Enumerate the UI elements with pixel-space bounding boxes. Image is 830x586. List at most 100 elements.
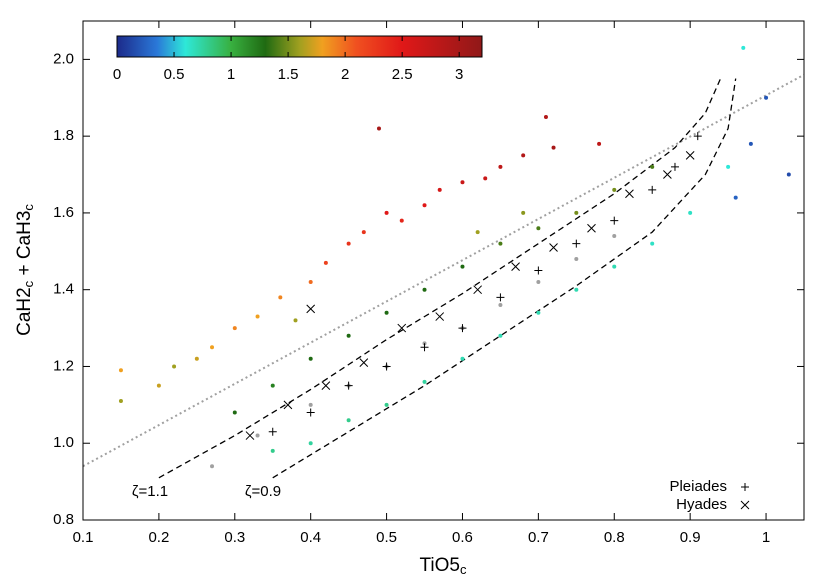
data-point (422, 203, 427, 208)
data-point (245, 431, 255, 440)
x-tick-label: 0.2 (148, 529, 169, 546)
data-point (210, 464, 215, 469)
data-point (536, 310, 541, 315)
y-tick-label: 1.4 (53, 281, 74, 298)
colorbar-tick-label: 1 (227, 66, 235, 83)
legend-marker (741, 483, 749, 491)
data-point (293, 318, 298, 323)
y-label-main: + CaH3 (14, 211, 35, 281)
data-point (597, 141, 602, 146)
x-axis-label: TiO5c (420, 555, 467, 577)
x-tick-label: 1 (762, 529, 770, 546)
data-point (460, 264, 465, 269)
data-point (534, 266, 543, 275)
y-tick-label: 2.0 (53, 50, 74, 67)
data-point (359, 358, 369, 367)
plot-frame (82, 20, 805, 521)
legend-label: Pleiades (669, 478, 727, 495)
data-point (612, 233, 617, 238)
data-point (210, 345, 215, 350)
data-point (748, 141, 753, 146)
data-point (283, 400, 293, 410)
data-point (536, 226, 541, 231)
data-point (521, 210, 526, 215)
data-point (323, 260, 328, 265)
annotation: ζ=0.9 (245, 483, 281, 500)
data-point (270, 448, 275, 453)
data-point (543, 114, 548, 119)
y-tick-label: 1.8 (53, 127, 74, 144)
annotation: ζ=1.1 (132, 483, 168, 500)
data-point (549, 243, 558, 252)
data-point (306, 408, 315, 417)
data-point (384, 402, 389, 407)
colorbar-tick-label: 3 (455, 66, 463, 83)
data-point (498, 241, 503, 246)
data-point (786, 172, 791, 177)
data-point (733, 195, 738, 200)
data-point (483, 176, 488, 181)
reference-line (83, 73, 804, 468)
data-point (572, 239, 581, 248)
data-point (498, 164, 503, 169)
data-point (420, 343, 429, 352)
data-point (306, 304, 316, 314)
data-point (384, 310, 389, 315)
colorbar (116, 35, 483, 58)
data-point (688, 210, 693, 215)
data-point (551, 145, 556, 150)
data-point (648, 185, 657, 194)
data-point (308, 356, 313, 361)
data-point (625, 189, 634, 199)
data-point (384, 210, 389, 215)
y-label-main: CaH2 (14, 287, 35, 336)
data-point (308, 402, 313, 407)
data-point (268, 427, 277, 436)
data-point (361, 230, 366, 235)
data-point (536, 280, 541, 285)
data-point (232, 410, 237, 415)
data-point (685, 150, 695, 160)
data-point (574, 256, 579, 261)
data-point (255, 433, 260, 438)
y-axis-label: CaH2c + CaH3c (14, 204, 36, 336)
x-tick-label: 0.5 (376, 529, 397, 546)
colorbar-tick-label: 2.5 (392, 66, 413, 83)
legend-label: Hyades (676, 496, 727, 513)
data-point (346, 418, 351, 423)
data-point (693, 132, 702, 141)
x-tick-label: 0.3 (224, 529, 245, 546)
data-point (663, 170, 672, 179)
y-label-subscript: c (21, 204, 36, 211)
data-point (587, 223, 596, 233)
x-label-subscript: c (460, 562, 467, 577)
data-point (399, 218, 404, 223)
data-point (308, 280, 313, 285)
data-point (346, 241, 351, 246)
colorbar-tick-label: 1.5 (278, 66, 299, 83)
y-label-subscript: c (21, 280, 36, 287)
y-tick-label: 1.2 (53, 357, 74, 374)
data-point (278, 295, 283, 300)
x-tick-label: 0.7 (528, 529, 549, 546)
data-point (344, 381, 353, 390)
data-point (764, 95, 769, 100)
data-point (437, 187, 442, 192)
data-point (308, 441, 313, 446)
data-point (670, 162, 679, 171)
data-point (521, 153, 526, 158)
data-point (574, 210, 579, 215)
data-point (194, 356, 199, 361)
data-point (460, 356, 465, 361)
data-point (435, 312, 445, 321)
y-tick-label: 0.8 (53, 511, 74, 528)
data-point (726, 164, 731, 169)
data-point (610, 216, 619, 225)
reference-line (158, 78, 722, 479)
data-point (346, 333, 351, 338)
data-point (612, 187, 617, 192)
data-point (156, 383, 161, 388)
data-point (741, 45, 746, 50)
data-point (460, 180, 465, 185)
